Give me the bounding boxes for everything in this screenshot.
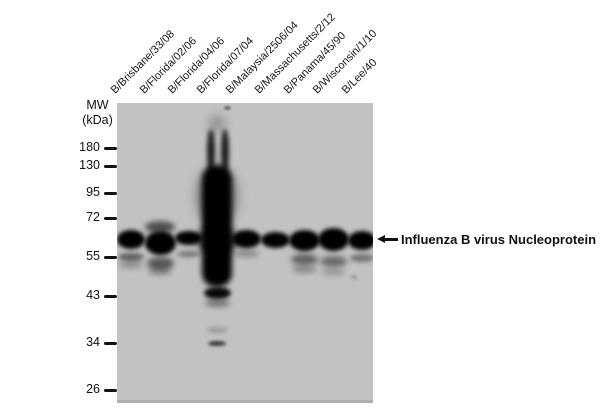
- mw-marker-label: 130: [79, 158, 100, 172]
- band: [206, 327, 228, 333]
- mw-marker-tick: [104, 389, 117, 392]
- band: [145, 221, 175, 233]
- band: [176, 251, 200, 257]
- mw-marker-label: 43: [86, 288, 100, 302]
- band: [350, 254, 373, 262]
- band: [203, 287, 231, 299]
- mw-axis-header: MW (kDa): [70, 98, 125, 128]
- mw-marker-tick: [104, 342, 117, 345]
- mw-marker-label: 55: [86, 249, 100, 263]
- band: [174, 231, 202, 245]
- mw-marker-label: 72: [86, 210, 100, 224]
- band: [233, 249, 259, 257]
- mw-header-line2: (kDa): [82, 113, 113, 127]
- mw-header-line1: MW: [86, 98, 109, 112]
- band: [288, 229, 320, 251]
- band: [197, 226, 237, 254]
- annotation-label: Influenza B virus Nucleoprotein: [401, 232, 597, 247]
- band: [351, 275, 357, 279]
- band: [321, 269, 345, 275]
- mw-marker-label: 26: [86, 382, 100, 396]
- mw-marker-tick: [104, 192, 117, 195]
- band: [119, 262, 143, 268]
- mw-marker-label: 180: [79, 140, 100, 154]
- band: [207, 129, 215, 173]
- band: [291, 265, 317, 273]
- mw-marker-label: 95: [86, 185, 100, 199]
- band: [221, 129, 229, 173]
- band: [260, 232, 290, 248]
- mw-marker-tick: [104, 217, 117, 220]
- band: [319, 255, 347, 267]
- mw-marker-tick: [104, 147, 117, 150]
- arrow-left-icon: [377, 235, 385, 243]
- band: [148, 267, 172, 275]
- band: [208, 340, 226, 346]
- band: [118, 253, 144, 261]
- band: [146, 256, 174, 270]
- band: [117, 229, 145, 249]
- gel-bottom-edge: [117, 400, 373, 403]
- band: [209, 115, 225, 133]
- mw-marker-label: 34: [86, 335, 100, 349]
- mw-marker-tick: [104, 165, 117, 168]
- band: [204, 299, 230, 307]
- band: [231, 230, 261, 248]
- band: [223, 106, 231, 110]
- mw-marker-tick: [104, 295, 117, 298]
- gel-blot: [117, 103, 373, 403]
- band: [317, 227, 349, 251]
- arrow-line: [383, 238, 398, 241]
- band: [144, 231, 176, 255]
- mw-marker-tick: [104, 256, 117, 259]
- band: [348, 230, 373, 250]
- band: [290, 253, 318, 265]
